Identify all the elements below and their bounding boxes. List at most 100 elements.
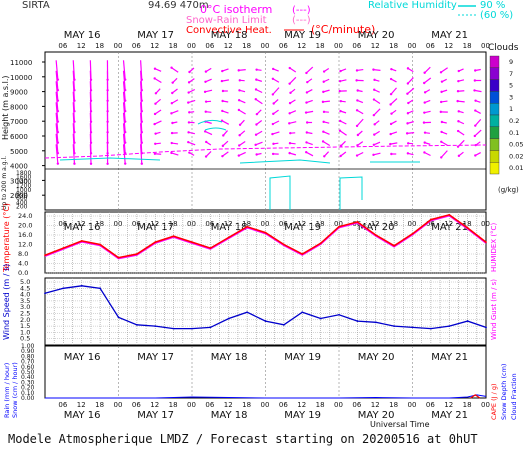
wind-arrow-head bbox=[373, 78, 376, 82]
wind-speed-point bbox=[227, 317, 230, 320]
wind-arrow-head bbox=[271, 67, 275, 71]
wind-arrow-head bbox=[356, 133, 360, 137]
wind-arrow-head bbox=[355, 79, 358, 82]
wind-arrow-head bbox=[124, 162, 127, 165]
height-axis-label-2: Up to 200 m a.g.l. bbox=[1, 156, 8, 210]
temperature-point bbox=[466, 226, 469, 229]
day-label: MAY 16 bbox=[64, 30, 101, 41]
wind-arrow-head bbox=[271, 152, 275, 156]
height-tick-label: 4000 bbox=[10, 163, 28, 171]
wind-arrow-head bbox=[220, 119, 224, 122]
temperature-point bbox=[448, 213, 451, 216]
wind-arrow-head bbox=[171, 81, 174, 84]
wind-arrow-head bbox=[423, 81, 426, 85]
wind-arrow bbox=[171, 152, 179, 156]
humidity-contour bbox=[269, 175, 363, 210]
wind-axis-label: Wind Speed (m / s) bbox=[2, 264, 11, 340]
hour-tick-label: 18 bbox=[463, 220, 472, 228]
wind-arrow-head bbox=[154, 102, 157, 105]
wind-arrow-head bbox=[474, 69, 477, 72]
wind-arrow-head bbox=[272, 112, 275, 116]
wind-arrow-head bbox=[423, 101, 426, 104]
temperature-point bbox=[301, 253, 304, 255]
wind-arrow-head bbox=[238, 144, 241, 147]
wind-speed-point bbox=[99, 287, 102, 290]
wind-arrow-head bbox=[56, 162, 60, 165]
wind-speed-point bbox=[282, 323, 285, 326]
clouds-legend-swatch bbox=[489, 67, 500, 80]
wind-arrow-head bbox=[339, 109, 342, 113]
wind-arrow-head bbox=[255, 78, 258, 81]
wind-speed-point bbox=[246, 311, 249, 314]
clouds-legend-swatch bbox=[489, 102, 500, 116]
wind-arrow-head bbox=[255, 68, 258, 71]
clouds-legend-swatch bbox=[489, 126, 500, 139]
wind-arrow-head bbox=[171, 91, 174, 95]
wind-arrow-head bbox=[406, 67, 410, 70]
wind-arrow-head bbox=[288, 122, 291, 125]
temperature-point bbox=[227, 236, 230, 239]
wind-arrow-head bbox=[321, 100, 325, 104]
wind-speed-point bbox=[374, 321, 377, 324]
wind-arrow bbox=[140, 123, 143, 143]
temperature-point bbox=[117, 256, 120, 259]
day-label: MAY 17 bbox=[137, 352, 174, 363]
clouds-legend-label: 7 bbox=[509, 70, 513, 78]
wind-arrow-head bbox=[406, 122, 409, 125]
wind-speed-point bbox=[154, 325, 157, 327]
hour-tick-label: 18 bbox=[389, 401, 398, 409]
day-label: MAY 18 bbox=[211, 30, 248, 41]
hour-tick-label: 00 bbox=[261, 42, 270, 50]
hour-tick-label: 18 bbox=[389, 42, 398, 50]
wind-arrow-head bbox=[288, 142, 292, 145]
wind-arrow-head bbox=[474, 124, 477, 127]
wind-arrow-head bbox=[289, 131, 292, 135]
wind-speed-point bbox=[466, 320, 469, 322]
wind-arrow bbox=[238, 151, 246, 157]
cape-spike bbox=[470, 394, 481, 399]
wind-speed-point bbox=[356, 320, 359, 322]
gust-axis-label: Wind Gust (m / s) bbox=[490, 279, 498, 340]
wind-arrow-head bbox=[423, 141, 426, 144]
wind-arrow bbox=[305, 151, 314, 157]
wind-arrow bbox=[339, 130, 347, 136]
wind-arrow-head bbox=[389, 92, 393, 96]
temp-tick-label: 24.0 bbox=[18, 212, 32, 220]
wind-arrow-head bbox=[153, 152, 157, 155]
wind-arrow-head bbox=[238, 89, 241, 92]
legend-isotherm-dash: (---) bbox=[292, 5, 311, 16]
day-label: MAY 17 bbox=[137, 410, 174, 421]
wind-arrow-head bbox=[89, 162, 93, 165]
wind-arrow bbox=[89, 144, 92, 164]
wind-arrow bbox=[474, 129, 482, 137]
temp-tick-label: 4.0 bbox=[18, 260, 28, 268]
wind-arrow-head bbox=[405, 132, 409, 135]
day-label: MAY 16 bbox=[64, 222, 101, 233]
wind-tick-label: 3.0 bbox=[20, 303, 30, 311]
wind-arrow-head bbox=[254, 88, 258, 91]
temperature-point bbox=[172, 235, 175, 238]
day-label: MAY 21 bbox=[431, 30, 468, 41]
height-tick-label: 11000 bbox=[10, 59, 32, 67]
wind-tick-label: 4.5 bbox=[20, 284, 30, 292]
wind-arrow-head bbox=[322, 130, 325, 133]
wind-arrow-head bbox=[372, 98, 376, 101]
rain-line bbox=[45, 394, 487, 399]
hour-tick-label: 18 bbox=[169, 401, 178, 409]
height-tick-label: 7000 bbox=[10, 118, 28, 126]
wind-arrow-head bbox=[288, 101, 292, 105]
hour-tick-label: 18 bbox=[242, 42, 251, 50]
hour-tick-label: 12 bbox=[224, 42, 233, 50]
hour-tick-label: 00 bbox=[114, 220, 123, 228]
height-tick-label: 10000 bbox=[10, 74, 32, 82]
wind-arrow-head bbox=[106, 162, 109, 165]
temp-tick-label: 16.0 bbox=[18, 231, 32, 239]
wind-arrow-head bbox=[188, 70, 191, 74]
wind-arrow bbox=[140, 81, 143, 101]
legend-isotherm: 0°C isotherm bbox=[200, 3, 272, 16]
wind-arrow-head bbox=[322, 90, 325, 94]
wind-arrow-head bbox=[171, 121, 174, 125]
wind-arrow-head bbox=[406, 82, 410, 85]
wind-arrow-head bbox=[457, 110, 460, 113]
temp-tick-label: 8.0 bbox=[18, 250, 28, 258]
